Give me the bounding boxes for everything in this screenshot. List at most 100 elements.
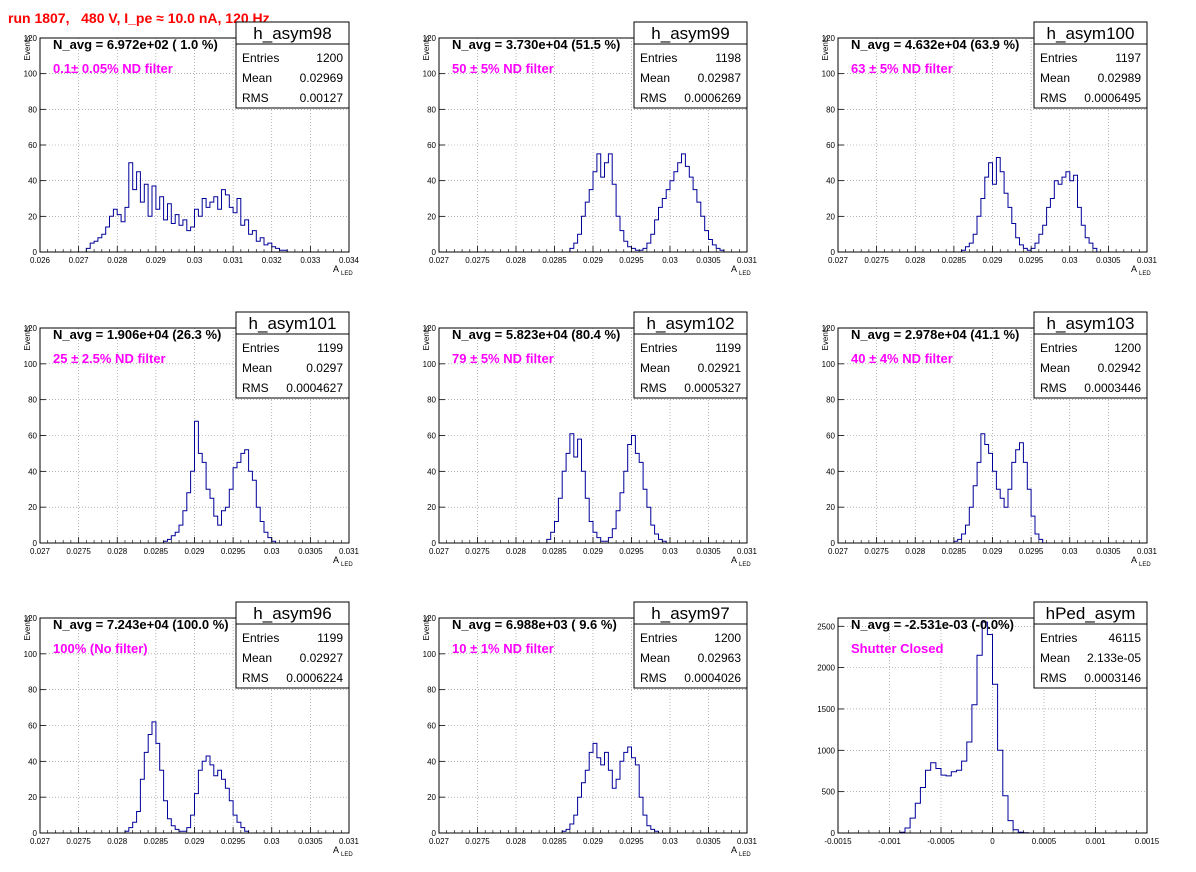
stats-value: 0.0004627 [286, 381, 343, 395]
y-tick-label: 100 [822, 360, 836, 369]
histogram-panel-7: 0.027 0.0275 0.028 0.0285 0.029 0.0295 0.03 0.0… [23, 601, 360, 858]
x-tick-label: 0.0305 [1096, 547, 1121, 556]
histogram-panel-5: 0.027 0.0275 0.028 0.0285 0.029 0.0295 0.03 0.0… [422, 311, 758, 568]
navg-label: N_avg = -2.531e-03 (-0.0%) [851, 617, 1014, 632]
x-tick-label: 0.029 [583, 547, 604, 556]
x-tick-label: 0.027 [30, 837, 51, 846]
x-tick-label: 0.0275 [465, 837, 490, 846]
stats-value: 1200 [714, 631, 741, 645]
histogram-panel-6: 0.027 0.0275 0.028 0.0285 0.029 0.0295 0.03 0.0… [821, 311, 1158, 568]
x-tick-label: 0.026 [30, 256, 51, 265]
x-axis-label: A [731, 845, 737, 855]
y-tick-label: 20 [826, 503, 835, 512]
y-tick-label: 120 [423, 324, 437, 333]
x-tick-label: 0.027 [429, 547, 450, 556]
stats-box [1033, 601, 1148, 689]
x-tick-label: 0.03 [662, 256, 678, 265]
x-tick-label: 0.028 [506, 547, 527, 556]
x-tick-label: -0.0005 [927, 837, 955, 846]
y-tick-label: 60 [427, 432, 436, 441]
x-tick-label: 0.0275 [66, 547, 91, 556]
x-tick-label: 0.031 [339, 547, 360, 556]
x-tick-label: 0.032 [262, 256, 283, 265]
stats-key: RMS [1040, 671, 1067, 685]
navg-label: N_avg = 1.906e+04 (26.3 %) [53, 327, 221, 342]
x-axis-label: A [731, 264, 737, 274]
x-tick-label: -0.0015 [824, 837, 852, 846]
x-tick-label: 0.0285 [542, 256, 567, 265]
stats-value: 0.0003146 [1084, 671, 1141, 685]
stats-value: 0.0297 [306, 361, 343, 375]
stats-box [633, 21, 748, 109]
y-tick-label: 80 [427, 396, 436, 405]
stats-value: 1199 [317, 631, 343, 645]
y-tick-label: 0 [432, 248, 437, 257]
stats-key: Mean [640, 71, 670, 85]
x-tick-label: 0.028 [905, 256, 926, 265]
y-tick-label: 120 [24, 34, 38, 43]
y-tick-label: 60 [427, 722, 436, 731]
y-tick-label: 20 [28, 793, 37, 802]
histogram-panel-4: 0.027 0.0275 0.028 0.0285 0.029 0.0295 0.03 0.0… [23, 311, 360, 568]
histogram-series [163, 420, 277, 543]
stats-title: h_asym98 [253, 24, 331, 43]
x-tick-label: 0.028 [506, 837, 527, 846]
y-tick-label: 60 [826, 432, 835, 441]
navg-label: N_avg = 2.978e+04 (41.1 %) [851, 327, 1019, 342]
stats-value: 0.0005327 [684, 381, 741, 395]
y-tick-label: 120 [822, 324, 836, 333]
x-tick-label: 0.0295 [1019, 256, 1044, 265]
y-tick-label: 100 [24, 650, 38, 659]
filter-label: 50 ± 5% ND filter [452, 61, 554, 76]
navg-label: N_avg = 5.823e+04 (80.4 %) [452, 327, 620, 342]
x-tick-label: 0.027 [429, 837, 450, 846]
stats-key: RMS [242, 91, 269, 105]
navg-label: N_avg = 3.730e+04 (51.5 %) [452, 37, 620, 52]
histogram-panel-3: 0.027 0.0275 0.028 0.0285 0.029 0.0295 0.03 0.0… [821, 21, 1158, 277]
x-tick-label: 0.029 [583, 256, 604, 265]
x-tick-label: 0.029 [184, 547, 205, 556]
y-axis-label: Events [422, 326, 431, 350]
y-tick-label: 20 [427, 212, 436, 221]
x-tick-label: 0.028 [506, 256, 527, 265]
stats-value: 1200 [1114, 341, 1141, 355]
stats-value: 1199 [317, 341, 343, 355]
x-tick-label: 0.0285 [144, 547, 169, 556]
stats-box [1033, 311, 1148, 399]
y-tick-label: 0 [33, 248, 38, 257]
navg-label: N_avg = 6.988e+03 ( 9.6 %) [452, 617, 617, 632]
stats-key: Entries [640, 341, 677, 355]
y-tick-label: 40 [826, 177, 835, 186]
x-tick-label: 0.0275 [864, 256, 889, 265]
stats-value: 1200 [316, 51, 343, 65]
x-tick-label: 0.03 [187, 256, 203, 265]
y-tick-label: 80 [28, 396, 37, 405]
histogram-series [953, 433, 1044, 543]
stats-value: 1198 [715, 51, 741, 65]
y-tick-label: 1000 [817, 746, 835, 755]
stats-key: Entries [242, 51, 279, 65]
histogram-series [546, 433, 667, 543]
y-tick-label: 100 [423, 70, 437, 79]
x-axis-label-subscript: LED [1139, 562, 1151, 568]
y-tick-label: 100 [24, 70, 38, 79]
x-axis-label-subscript: LED [341, 271, 353, 277]
x-tick-label: 0.031 [1137, 547, 1158, 556]
y-tick-label: 40 [427, 467, 436, 476]
x-tick-label: 0.028 [905, 547, 926, 556]
y-tick-label: 120 [423, 614, 437, 623]
x-tick-label: 0.0285 [942, 547, 967, 556]
stats-box [235, 21, 350, 109]
histogram-series [85, 162, 292, 253]
stats-key: Entries [640, 51, 677, 65]
filter-label: 10 ± 1% ND filter [452, 641, 554, 656]
stats-value: 0.02927 [300, 651, 344, 665]
y-axis-label: Events [422, 36, 431, 60]
stats-value: 0.02987 [698, 71, 742, 85]
stats-value: 0.02989 [1098, 71, 1142, 85]
stats-key: Entries [1040, 341, 1077, 355]
stats-key: RMS [1040, 91, 1067, 105]
y-tick-label: 0 [432, 829, 437, 838]
stats-key: Entries [1040, 631, 1077, 645]
stats-key: Mean [242, 361, 272, 375]
